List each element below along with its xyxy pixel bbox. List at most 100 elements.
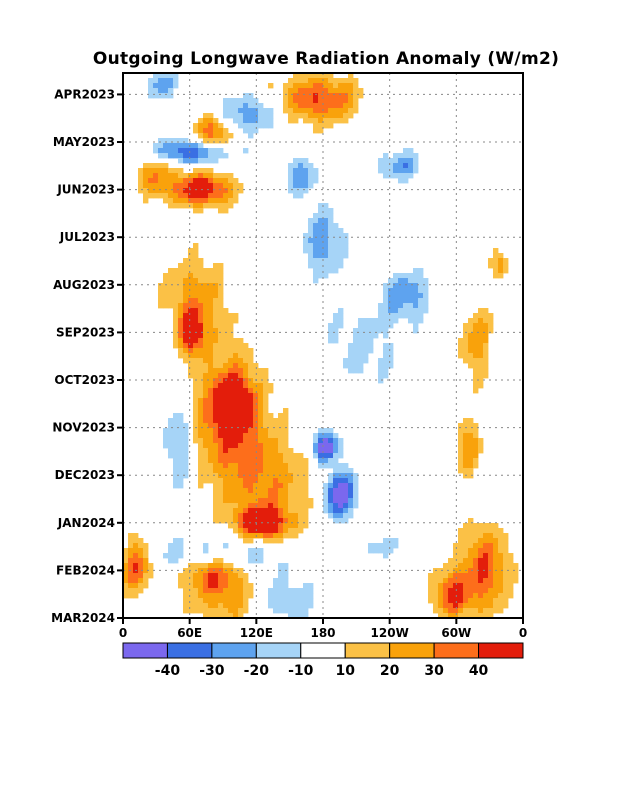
heatmap-cell [473,368,479,374]
heatmap-cell [328,103,334,109]
heatmap-cell [338,503,344,509]
heatmap-cell [148,163,154,169]
heatmap-cell [323,233,329,239]
heatmap-cell [383,353,389,359]
heatmap-cell [223,488,229,494]
heatmap-cell [193,303,199,309]
heatmap-cell [398,283,404,289]
heatmap-cell [173,73,179,79]
heatmap-cell [443,613,449,618]
heatmap-cell [353,363,359,369]
heatmap-cell [298,158,304,164]
heatmap-cell [218,588,224,594]
heatmap-cell [328,253,334,259]
heatmap-cell [458,423,464,429]
heatmap-cell [353,83,359,89]
heatmap-cell [403,153,409,159]
heatmap-cell [203,298,209,304]
heatmap-cell [253,373,259,379]
heatmap-cell [203,308,209,314]
heatmap-cell [343,113,349,119]
heatmap-cell [173,153,179,159]
heatmap-cell [208,338,214,344]
heatmap-cell [303,248,309,254]
heatmap-cell [488,543,494,549]
heatmap-cell [203,453,209,459]
heatmap-cell [168,88,174,94]
heatmap-cell [463,548,469,554]
heatmap-cell [223,193,229,199]
heatmap-cell [408,303,414,309]
heatmap-cell [158,178,164,184]
heatmap-cell [313,168,319,174]
heatmap-cell [243,93,249,99]
heatmap-cell [223,153,229,159]
heatmap-cell [228,348,234,354]
heatmap-cell [193,598,199,604]
heatmap-cell [208,478,214,484]
heatmap-cell [298,478,304,484]
heatmap-cell [158,183,164,189]
heatmap-cell [208,138,214,144]
heatmap-cell [263,513,269,519]
heatmap-cell [298,518,304,524]
heatmap-cell [203,393,209,399]
heatmap-cell [323,78,329,84]
heatmap-cell [313,103,319,109]
heatmap-cell [163,93,169,99]
heatmap-cell [163,283,169,289]
heatmap-cell [378,308,384,314]
heatmap-cell [178,473,184,479]
heatmap-cell [298,458,304,464]
heatmap-cell [258,468,264,474]
heatmap-cell [278,583,284,589]
heatmap-cell [343,93,349,99]
heatmap-cell [273,513,279,519]
heatmap-cell [228,368,234,374]
heatmap-cell [488,328,494,334]
heatmap-cell [333,453,339,459]
heatmap-cell [153,178,159,184]
heatmap-cell [248,453,254,459]
heatmap-cell [178,483,184,489]
heatmap-cell [243,128,249,134]
colorbar-swatch [211,642,257,659]
heatmap-cell [333,498,339,504]
heatmap-cell [213,128,219,134]
heatmap-cell [273,473,279,479]
y-tick-label: NOV2023 [52,421,115,435]
heatmap-cell [493,608,499,614]
heatmap-cell [233,358,239,364]
heatmap-cell [353,368,359,374]
heatmap-cell [248,418,254,424]
heatmap-cell [328,238,334,244]
heatmap-cell [478,378,484,384]
heatmap-cell [253,398,259,404]
heatmap-cell [263,123,269,129]
heatmap-cell [318,113,324,119]
heatmap-cell [473,338,479,344]
heatmap-cell [258,368,264,374]
heatmap-cell [198,423,204,429]
heatmap-cell [188,313,194,319]
heatmap-cell [223,313,229,319]
heatmap-cell [158,303,164,309]
heatmap-cell [163,428,169,434]
heatmap-cell [218,148,224,154]
heatmap-cell [268,113,274,119]
heatmap-cell [228,428,234,434]
heatmap-cell [213,278,219,284]
heatmap-cell [198,433,204,439]
heatmap-cell [293,453,299,459]
heatmap-cell [468,548,474,554]
heatmap-cell [458,588,464,594]
heatmap-cell [348,363,354,369]
heatmap-cell [378,358,384,364]
heatmap-cell [263,373,269,379]
heatmap-cell [158,283,164,289]
heatmap-cell [468,558,474,564]
heatmap-cell [248,498,254,504]
heatmap-cell [268,123,274,129]
heatmap-cell [238,448,244,454]
heatmap-cell [128,558,134,564]
